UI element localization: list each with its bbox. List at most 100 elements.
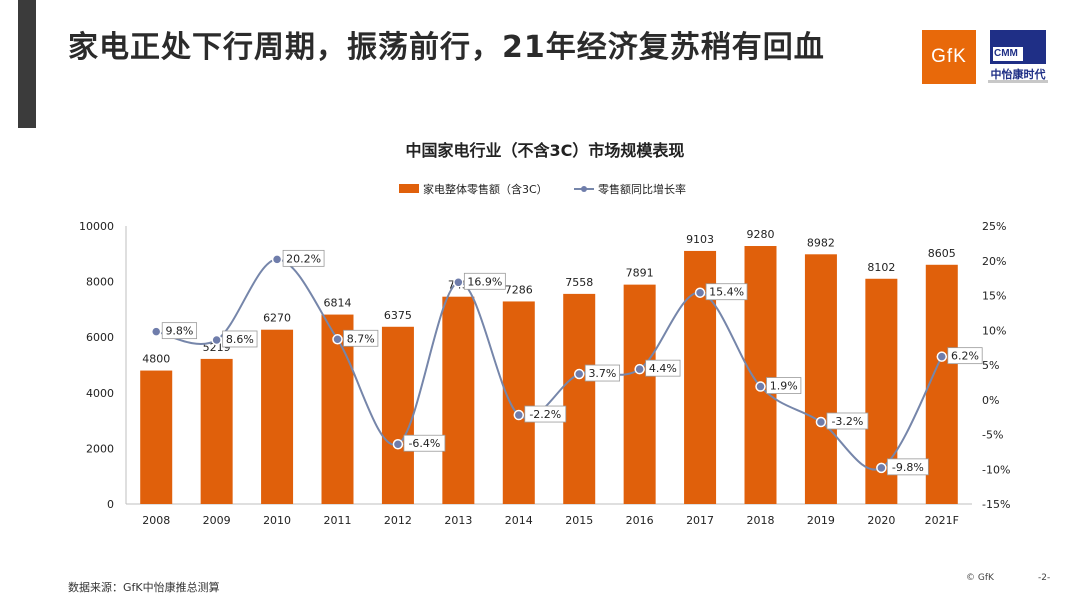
line-marker [755,381,766,392]
bar-value-label: 9280 [747,228,775,241]
bar-value-label: 4800 [142,353,170,366]
line-marker [936,351,948,362]
line-value-label: 8.6% [226,333,254,346]
line-marker [513,409,525,421]
line-value-label: 6.2% [951,350,979,363]
bar-value-label: 6814 [324,297,352,310]
legend-bar-label: 家电整体零售额（含3C） [423,182,548,196]
y-right-tick-label: 0% [982,394,999,407]
line-value-label: 20.2% [286,252,321,265]
bar-value-label: 9103 [686,233,714,246]
line-label-box [463,272,506,290]
gfk-logo: GfK [922,30,976,84]
y-left-tick-label: 6000 [86,331,114,344]
line-value-label: 3.7% [588,367,616,380]
y-left-tick-label: 2000 [86,442,114,455]
line-label-box [403,434,446,452]
line-label-box [645,359,681,377]
x-tick-label: 2018 [747,514,775,527]
line-value-label: 9.8% [165,325,193,338]
slide-title: 家电正处下行周期，振荡前行，21年经济复苏稍有回血 [68,30,825,65]
bar [261,329,294,504]
bar [140,370,173,504]
cmm-logo: CMM 中怡康时代 [988,30,1048,86]
line-label-box [584,364,621,382]
data-source-note: 数据来源：GfK中怡康推总测算 [68,581,220,594]
cmm-logo-name: 中怡康时代 [990,68,1046,81]
line-value-label: -6.4% [408,437,440,450]
y-right-tick-label: -10% [982,463,1010,476]
cmm-logo-text: CMM [994,48,1018,59]
y-right-tick-label: 10% [982,324,1006,337]
x-tick-label: 2021F [925,514,959,527]
line-marker [332,334,343,345]
x-tick-label: 2015 [565,514,593,527]
cmm-logo-mark: CMM [990,30,1046,64]
y-right-tick-label: 25% [982,220,1006,233]
line-label-box [947,347,983,365]
bar-value-label: 7891 [626,267,654,280]
x-tick-label: 2020 [867,514,895,527]
y-left-tick-label: 0 [107,498,114,511]
chart-area: 中国家电行业（不含3C）市场规模表现 家电整体零售额（含3C） 零售额同比增长率 0 2… [0,130,1080,540]
bar [804,254,837,504]
line-marker [815,416,827,428]
x-tick-label: 2016 [626,514,654,527]
line-marker [392,438,404,450]
bar-value-label: 7558 [565,276,593,289]
line-value-label: 15.4% [709,286,744,299]
line-label-box [222,330,258,348]
y-right-tick-label: -15% [982,498,1010,511]
line-value-label: 8.7% [347,332,375,345]
y-right-tick-label: 20% [982,255,1006,268]
line-label-box [766,377,802,394]
y-left-tick-label: 4000 [86,387,114,400]
bar-value-label: 6270 [263,312,291,325]
legend-bar-swatch [399,184,419,193]
x-tick-label: 2010 [263,514,291,527]
bar [442,296,475,504]
x-tick-label: 2013 [444,514,472,527]
legend-line-label: 零售额同比增长率 [598,182,686,196]
line-label-box [161,322,198,340]
y-right-tick-label: -5% [982,429,1003,442]
bar [502,301,535,504]
bar [925,264,958,504]
line-value-label: 16.9% [467,275,502,288]
x-tick-label: 2008 [142,514,170,527]
line-marker [876,462,887,474]
y-right-tick-label: 15% [982,290,1006,303]
bar-value-label: 8605 [928,247,956,260]
page-number: -2- [1038,573,1051,583]
x-tick-label: 2017 [686,514,714,527]
line-value-label: 4.4% [649,362,677,375]
bar-value-label: 8102 [867,261,895,274]
gfk-logo-text: GfK [931,46,967,67]
x-tick-label: 2014 [505,514,533,527]
y-left-tick-label: 10000 [79,220,114,233]
y-left-tick-label: 8000 [86,276,114,289]
cmm-logo-tagline [988,80,1048,83]
line-value-label: -9.8% [892,461,924,474]
line-marker [271,254,283,265]
line-value-label: -2.2% [529,408,561,421]
line-marker [634,363,645,375]
line-label-box [826,412,869,430]
y-right-tick-label: 5% [982,359,999,372]
bar [200,358,233,504]
legend-line-marker [581,186,587,192]
line-value-label: -3.2% [831,415,863,428]
bar [381,326,414,504]
x-tick-label: 2009 [203,514,231,527]
line-label-box [886,458,929,476]
bar-value-label: 8982 [807,236,835,249]
line-marker [453,277,464,288]
line-value-label: 1.9% [770,380,798,393]
line-label-box [282,249,325,267]
x-tick-label: 2011 [324,514,352,527]
line-marker [150,326,162,337]
line-label-box [524,405,567,423]
x-tick-label: 2012 [384,514,412,527]
line-marker [573,368,585,380]
